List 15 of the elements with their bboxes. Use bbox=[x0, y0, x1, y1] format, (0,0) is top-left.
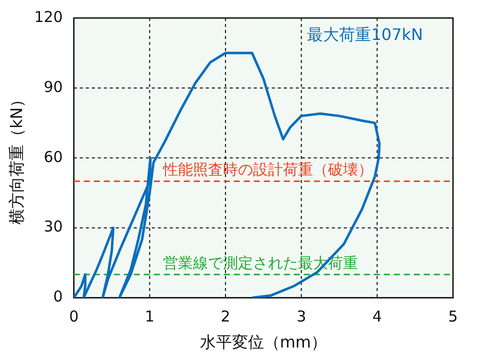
x-tick-label: 4 bbox=[372, 308, 382, 326]
x-tick-label: 5 bbox=[448, 308, 458, 326]
annotation: 最大荷重107kN bbox=[307, 25, 423, 44]
y-tick-label: 90 bbox=[44, 78, 63, 96]
x-tick-label: 0 bbox=[69, 308, 79, 326]
x-tick-label: 2 bbox=[220, 308, 230, 326]
y-tick-label: 60 bbox=[44, 148, 63, 166]
y-tick-label: 120 bbox=[34, 8, 63, 26]
y-tick-label: 30 bbox=[44, 218, 63, 236]
ref-line-label: 性能照査時の設計荷重（破壊） bbox=[162, 160, 373, 179]
x-tick-label: 1 bbox=[144, 308, 154, 326]
x-tick-label: 3 bbox=[296, 308, 306, 326]
y-tick-label: 0 bbox=[53, 288, 63, 306]
y-axis-title: 横方向荷重（kN） bbox=[6, 91, 26, 225]
x-axis-title: 水平変位（mm） bbox=[200, 332, 327, 352]
